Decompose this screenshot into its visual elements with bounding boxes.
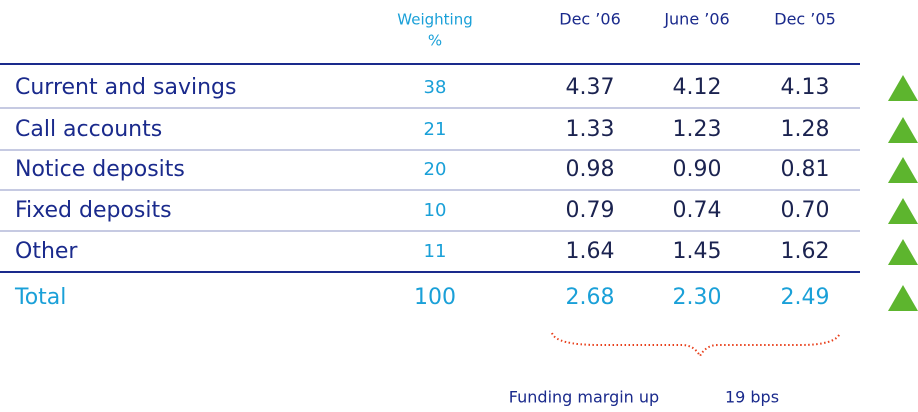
period-header: June ’06 [663, 10, 729, 29]
cell: 4.12 [673, 75, 722, 100]
up-arrow [888, 198, 918, 224]
cell: 1.64 [566, 239, 615, 264]
cell: 4.13 [781, 75, 830, 100]
up-arrow [888, 239, 918, 265]
period-header: Dec ’06 [559, 10, 621, 29]
up-arrow [888, 157, 918, 183]
cell: 2.68 [566, 285, 615, 310]
up-arrow [888, 75, 918, 101]
cell: 0.74 [673, 198, 722, 223]
row-label: Fixed deposits [15, 198, 172, 223]
cell: 0.98 [566, 157, 615, 182]
cell: 0.79 [566, 198, 615, 223]
up-arrow [888, 117, 918, 143]
cell: 0.90 [673, 157, 722, 182]
cell: 10 [424, 200, 447, 221]
footer-amount: 19 bps [725, 388, 779, 407]
cell: 100 [414, 285, 456, 310]
row-label: Total [14, 285, 66, 310]
cell: 1.28 [781, 117, 830, 142]
cell: 1.45 [673, 239, 722, 264]
up-arrow [888, 285, 918, 311]
weighting-header: % [428, 32, 442, 50]
cell: 38 [424, 77, 447, 98]
cell: 0.70 [781, 198, 830, 223]
cell: 1.33 [566, 117, 615, 142]
row-label: Call accounts [15, 117, 162, 142]
cell: 20 [424, 159, 447, 180]
footer-text: Funding margin up [509, 388, 659, 407]
cell: 1.23 [673, 117, 722, 142]
cell: 0.81 [781, 157, 830, 182]
row-label: Notice deposits [15, 157, 185, 182]
cell: 11 [424, 241, 447, 262]
cell: 4.37 [566, 75, 615, 100]
cell: 2.30 [673, 285, 722, 310]
period-header: Dec ’05 [774, 10, 836, 29]
weighting-header: Weighting [397, 11, 472, 29]
cell: 21 [424, 119, 447, 140]
brace [551, 332, 841, 359]
cell: 1.62 [781, 239, 830, 264]
row-label: Current and savings [15, 75, 236, 100]
row-label: Other [15, 239, 78, 264]
cell: 2.49 [781, 285, 830, 310]
